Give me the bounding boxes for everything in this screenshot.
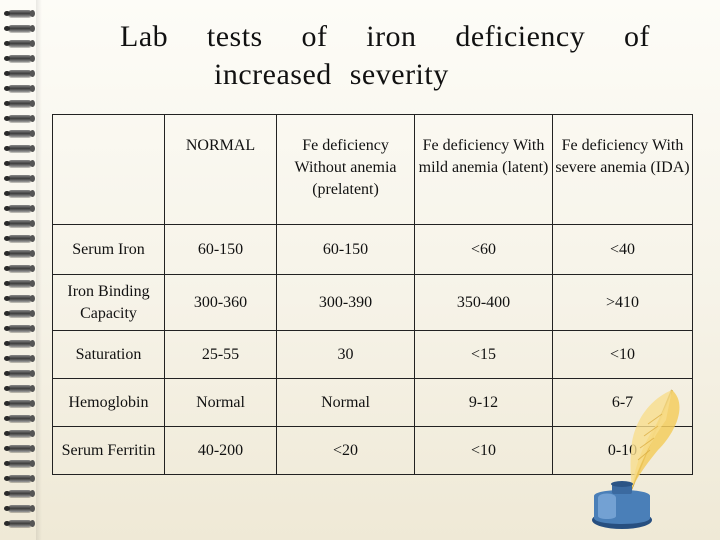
binding-ring (4, 295, 35, 302)
table-cell: <15 (414, 330, 553, 379)
binding-ring (4, 325, 35, 332)
binding-ring (4, 475, 35, 482)
table-cell: 25-55 (164, 330, 277, 379)
table-cell: <40 (552, 224, 693, 275)
table-cell: <10 (414, 426, 553, 475)
inkwell-quill-decoration (592, 389, 680, 529)
table-row: Saturation 25-55 30 <15 <10 (52, 330, 693, 379)
header-ida: Fe deficiency With severe anemia (IDA) (552, 114, 693, 225)
binding-ring (4, 85, 35, 92)
table-cell: <10 (552, 330, 693, 379)
header-latent: Fe deficiency With mild anemia (latent) (414, 114, 553, 225)
table-cell: >410 (552, 274, 693, 331)
binding-ring (4, 445, 35, 452)
title-word: of (623, 20, 650, 53)
binding-ring (4, 175, 35, 182)
binding-ring (4, 310, 35, 317)
title-word: deficiency (455, 20, 586, 53)
header-normal: NORMAL (164, 114, 277, 225)
binding-ring (4, 205, 35, 212)
table-row: Serum Ferritin 40-200 <20 <10 0-10 (52, 426, 693, 475)
table-cell: <60 (414, 224, 553, 275)
binding-ring (4, 220, 35, 227)
binding-ring (4, 400, 35, 407)
title-line-1: Lab tests of iron deficiency of (120, 18, 650, 56)
title-line-2: increased severity (214, 58, 449, 91)
binding-ring (4, 415, 35, 422)
binding-ring (4, 355, 35, 362)
binding-ring (4, 250, 35, 257)
row-label: Serum Iron (52, 224, 165, 275)
spiral-binding (0, 0, 40, 540)
binding-ring (4, 115, 35, 122)
binding-ring (4, 385, 35, 392)
title-word: iron (366, 20, 417, 53)
table-cell: 40-200 (164, 426, 277, 475)
table-cell: 60-150 (276, 224, 415, 275)
binding-ring (4, 55, 35, 62)
binding-ring (4, 145, 35, 152)
binding-ring (4, 340, 35, 347)
binding-ring (4, 40, 35, 47)
table-cell: <20 (276, 426, 415, 475)
binding-ring (4, 505, 35, 512)
binding-ring (4, 100, 35, 107)
binding-ring (4, 370, 35, 377)
binding-ring (4, 160, 35, 167)
binding-ring (4, 430, 35, 437)
row-label: Serum Ferritin (52, 426, 165, 475)
binding-ring (4, 130, 35, 137)
binding-ring (4, 520, 35, 527)
binding-ring (4, 235, 35, 242)
header-cell-empty (52, 114, 165, 225)
binding-ring (4, 70, 35, 77)
table-row: Hemoglobin Normal Normal 9-12 6-7 (52, 378, 693, 427)
slide-title: Lab tests of iron deficiency of increase… (120, 18, 650, 94)
table-cell: Normal (276, 378, 415, 427)
paper-edge (36, 0, 42, 540)
row-label: Iron Binding Capacity (52, 274, 165, 331)
binding-ring (4, 190, 35, 197)
table-row: Serum Iron 60-150 60-150 <60 <40 (52, 224, 693, 275)
quill-pen-icon (625, 389, 680, 503)
title-word: tests (206, 20, 263, 53)
table-header-row: NORMAL Fe deficiency Without anemia (pre… (52, 114, 693, 225)
header-prelatent: Fe deficiency Without anemia (prelatent) (276, 114, 415, 225)
binding-ring (4, 10, 35, 17)
table-cell: 9-12 (414, 378, 553, 427)
table-cell: 300-390 (276, 274, 415, 331)
inkwell-icon (592, 481, 652, 529)
row-label: Hemoglobin (52, 378, 165, 427)
table-row: Iron Binding Capacity 300-360 300-390 35… (52, 274, 693, 331)
row-label: Saturation (52, 330, 165, 379)
title-word: of (301, 20, 328, 53)
binding-ring (4, 280, 35, 287)
binding-ring (4, 265, 35, 272)
title-word: Lab (120, 20, 169, 53)
table-cell: Normal (164, 378, 277, 427)
table-cell: 30 (276, 330, 415, 379)
binding-ring (4, 25, 35, 32)
binding-ring (4, 490, 35, 497)
table-cell: 350-400 (414, 274, 553, 331)
lab-tests-table: NORMAL Fe deficiency Without anemia (pre… (52, 114, 693, 475)
table-cell: 60-150 (164, 224, 277, 275)
binding-ring (4, 460, 35, 467)
table-cell: 300-360 (164, 274, 277, 331)
